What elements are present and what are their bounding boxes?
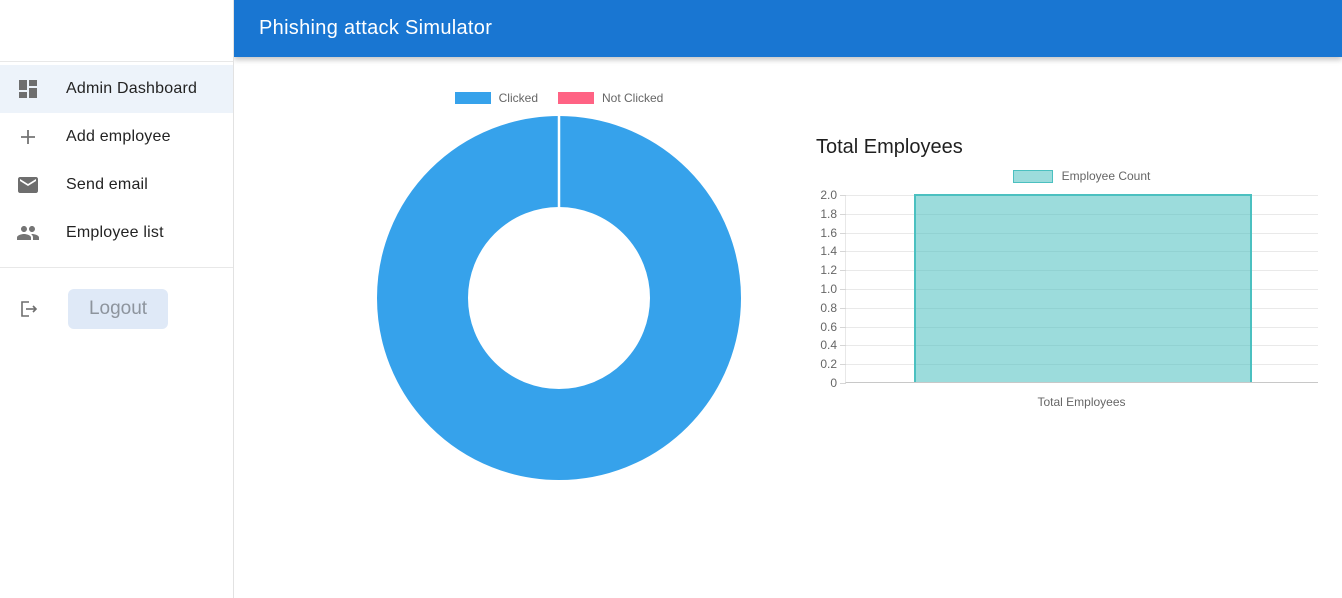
y-tickmark [840, 251, 846, 253]
legend-item-not-clicked[interactable]: Not Clicked [558, 91, 663, 105]
y-tickmark [840, 289, 846, 290]
y-tickmark [840, 326, 846, 328]
y-tickmark [840, 307, 846, 309]
sidebar-top-space [0, 0, 233, 62]
sidebar-item-send-email[interactable]: Send email [0, 161, 233, 209]
logout-row: Logout [0, 289, 233, 329]
bar-chart-legend: Employee Count [845, 169, 1318, 183]
doughnut-chart[interactable] [377, 116, 741, 480]
bar-chart-plot-area[interactable]: 2.0 1.8 1.6 1.4 1.2 1.0 0.8 0.6 0.4 0.2 0 [820, 188, 1318, 390]
y-tick-label: 2.0 [820, 188, 837, 202]
sidebar-item-label: Send email [66, 176, 149, 193]
logout-icon [16, 297, 40, 321]
y-tick-label: 1.0 [820, 282, 837, 296]
y-tickmark [840, 195, 846, 196]
y-tick-label: 0.4 [820, 338, 837, 353]
employee-count-swatch [1012, 169, 1053, 183]
legend-label: Employee Count [1061, 169, 1151, 183]
doughnut-legend: Clicked Not Clicked [377, 91, 741, 105]
sidebar-divider [0, 267, 233, 268]
y-tickmark [840, 213, 846, 215]
add-icon [16, 125, 40, 149]
bar-chart-x-label: Total Employees [1037, 395, 1126, 409]
legend-item-employee-count[interactable]: Employee Count [1012, 169, 1151, 183]
sidebar-item-employee-list[interactable]: Employee list [0, 209, 233, 257]
y-tickmark [840, 364, 846, 366]
clicked-swatch [454, 92, 491, 104]
y-tick-label: 0.2 [820, 357, 837, 372]
page-title: Phishing attack Simulator [259, 17, 493, 39]
y-tick-label: 0.8 [820, 300, 837, 315]
y-tickmark [840, 383, 846, 384]
bar-chart-title: Total Employees [816, 136, 963, 158]
email-icon [16, 173, 40, 197]
people-icon [16, 221, 40, 245]
sidebar: Admin Dashboard Add employee Send email … [0, 0, 234, 598]
legend-label: Clicked [498, 91, 538, 105]
y-tick-label: 0 [830, 376, 837, 390]
sidebar-item-label: Admin Dashboard [66, 80, 198, 97]
main-content: Clicked Not Clicked Total Employees Empl… [234, 57, 1342, 598]
logout-button[interactable]: Logout [68, 289, 168, 329]
dashboard-icon [16, 77, 40, 101]
sidebar-item-label: Add employee [66, 128, 171, 145]
y-tick-label: 1.6 [820, 225, 837, 240]
sidebar-item-label: Employee list [66, 224, 164, 241]
y-tick-label: 1.8 [820, 206, 837, 221]
legend-item-clicked[interactable]: Clicked [454, 91, 538, 105]
y-tick-label: 0.6 [820, 319, 837, 334]
y-tickmark [840, 232, 846, 234]
y-tick-label: 1.4 [820, 244, 837, 259]
y-tick-label: 1.2 [820, 263, 837, 278]
y-tickmark [840, 270, 846, 272]
employee-count-bar[interactable] [914, 194, 1252, 382]
not-clicked-swatch [558, 92, 594, 104]
sidebar-nav: Admin Dashboard Add employee Send email … [0, 62, 233, 257]
legend-label: Not Clicked [602, 91, 664, 105]
app-header: Phishing attack Simulator [234, 0, 1342, 57]
y-tickmark [840, 345, 846, 347]
sidebar-item-admin-dashboard[interactable]: Admin Dashboard [0, 65, 233, 113]
sidebar-item-add-employee[interactable]: Add employee [0, 113, 233, 161]
